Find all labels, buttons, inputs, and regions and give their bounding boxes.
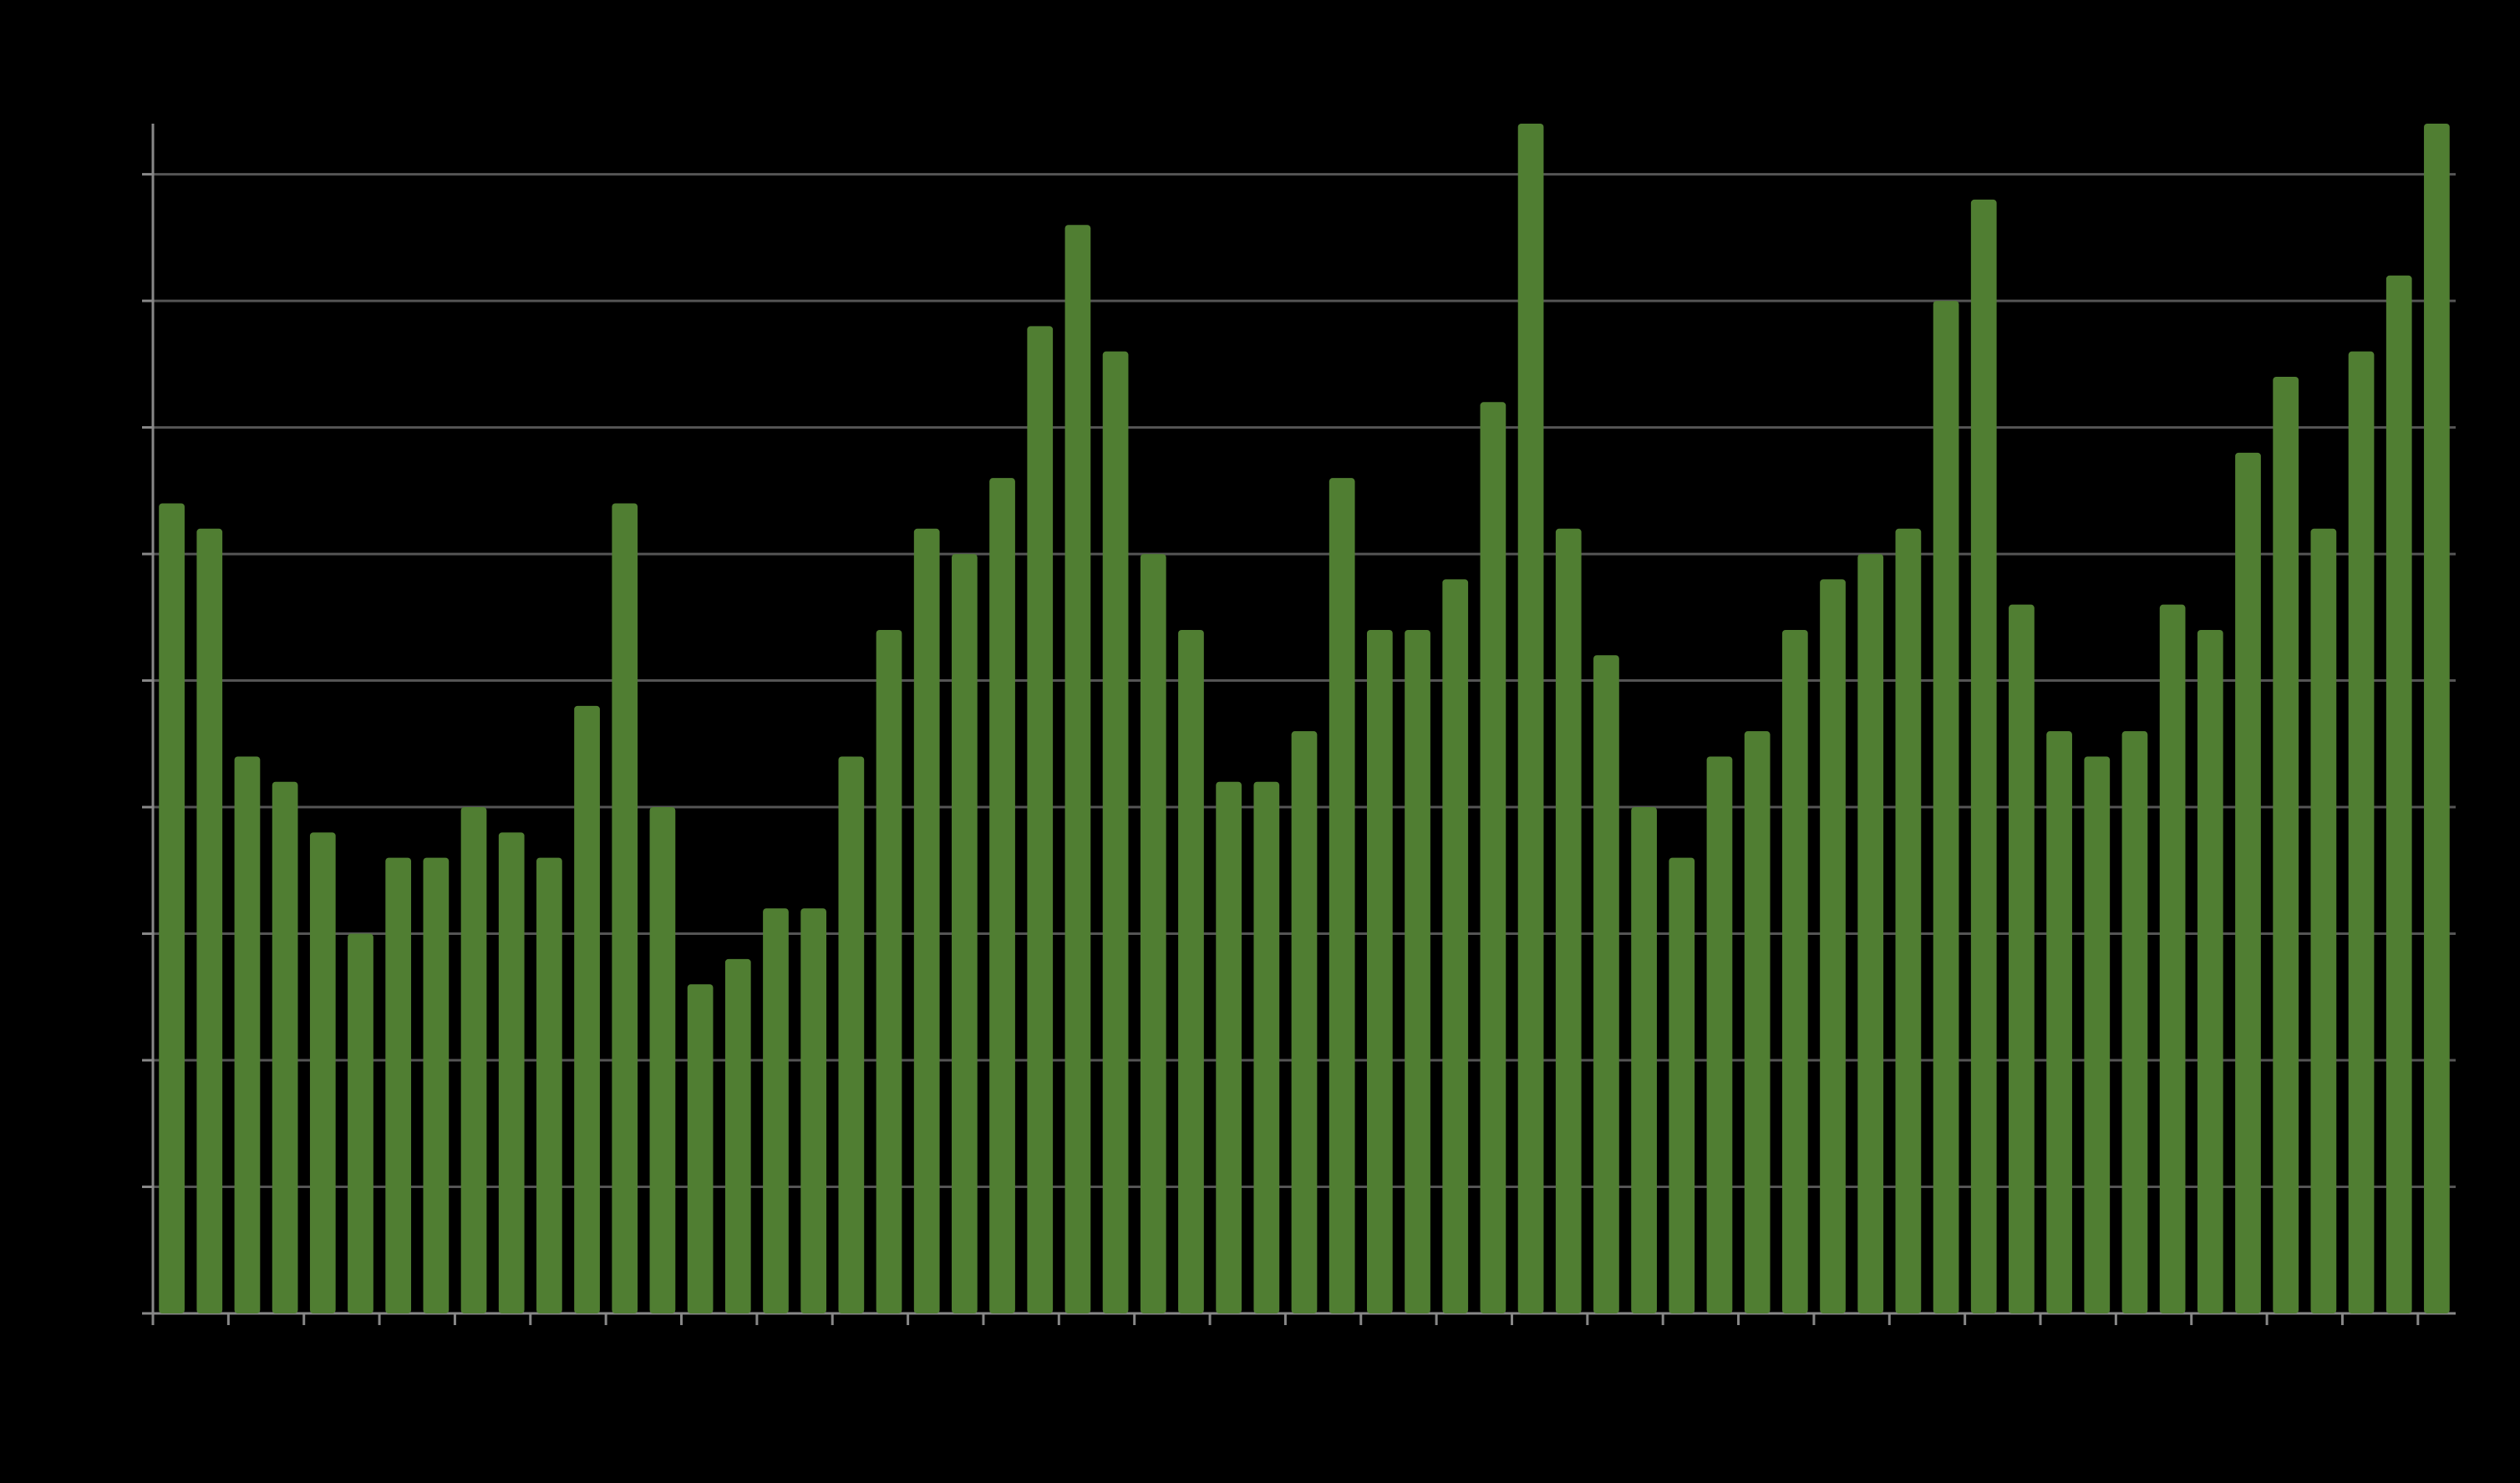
bar xyxy=(1631,807,1657,1313)
bar xyxy=(952,554,978,1313)
bar xyxy=(687,984,714,1313)
bar xyxy=(2273,376,2299,1313)
bar xyxy=(234,756,261,1313)
bar xyxy=(1253,781,1280,1313)
bar xyxy=(612,503,638,1313)
bar xyxy=(1140,554,1166,1313)
bar xyxy=(2046,731,2072,1313)
bar xyxy=(1480,402,1506,1313)
bar xyxy=(159,503,185,1313)
bar xyxy=(1027,326,1054,1314)
bar xyxy=(536,857,562,1313)
bar xyxy=(498,832,525,1313)
bar xyxy=(1102,351,1129,1313)
bar xyxy=(2159,604,2186,1313)
bar xyxy=(2197,629,2223,1313)
bar xyxy=(1555,528,1582,1313)
bar xyxy=(2348,351,2375,1313)
bar xyxy=(309,832,336,1313)
bar xyxy=(1178,629,1204,1313)
bar xyxy=(1669,857,1695,1313)
bar xyxy=(1216,781,1242,1313)
bar xyxy=(1820,579,1846,1313)
bar xyxy=(1366,629,1393,1313)
bar xyxy=(913,528,940,1313)
bar xyxy=(1593,655,1619,1313)
bar xyxy=(1970,199,1997,1314)
bar xyxy=(800,908,827,1313)
bar xyxy=(1064,225,1091,1313)
bar xyxy=(460,807,487,1313)
bar xyxy=(989,478,1015,1313)
bar xyxy=(876,629,902,1313)
bar xyxy=(385,857,412,1313)
bar xyxy=(2310,528,2337,1313)
bar xyxy=(838,756,865,1313)
bar xyxy=(348,933,373,1313)
bar xyxy=(574,705,600,1313)
bar xyxy=(272,781,298,1313)
bar xyxy=(1895,528,1922,1313)
bar xyxy=(724,958,751,1313)
bar xyxy=(2424,124,2450,1313)
bar xyxy=(763,908,789,1313)
bar xyxy=(2385,275,2412,1313)
bar xyxy=(649,807,676,1313)
bar xyxy=(2084,756,2111,1313)
bar xyxy=(2235,452,2261,1313)
bar xyxy=(1442,579,1469,1313)
bar xyxy=(1744,731,1771,1313)
bar xyxy=(423,857,450,1313)
bar xyxy=(1933,301,1959,1314)
bar xyxy=(1405,629,1430,1313)
bar xyxy=(1781,629,1808,1313)
bar xyxy=(1329,478,1355,1313)
bar xyxy=(1706,756,1733,1313)
bar xyxy=(1857,554,1884,1313)
bar xyxy=(2009,604,2035,1313)
bar xyxy=(196,528,223,1313)
bar xyxy=(1517,124,1544,1313)
bar xyxy=(2121,731,2148,1313)
bar xyxy=(1291,731,1318,1313)
